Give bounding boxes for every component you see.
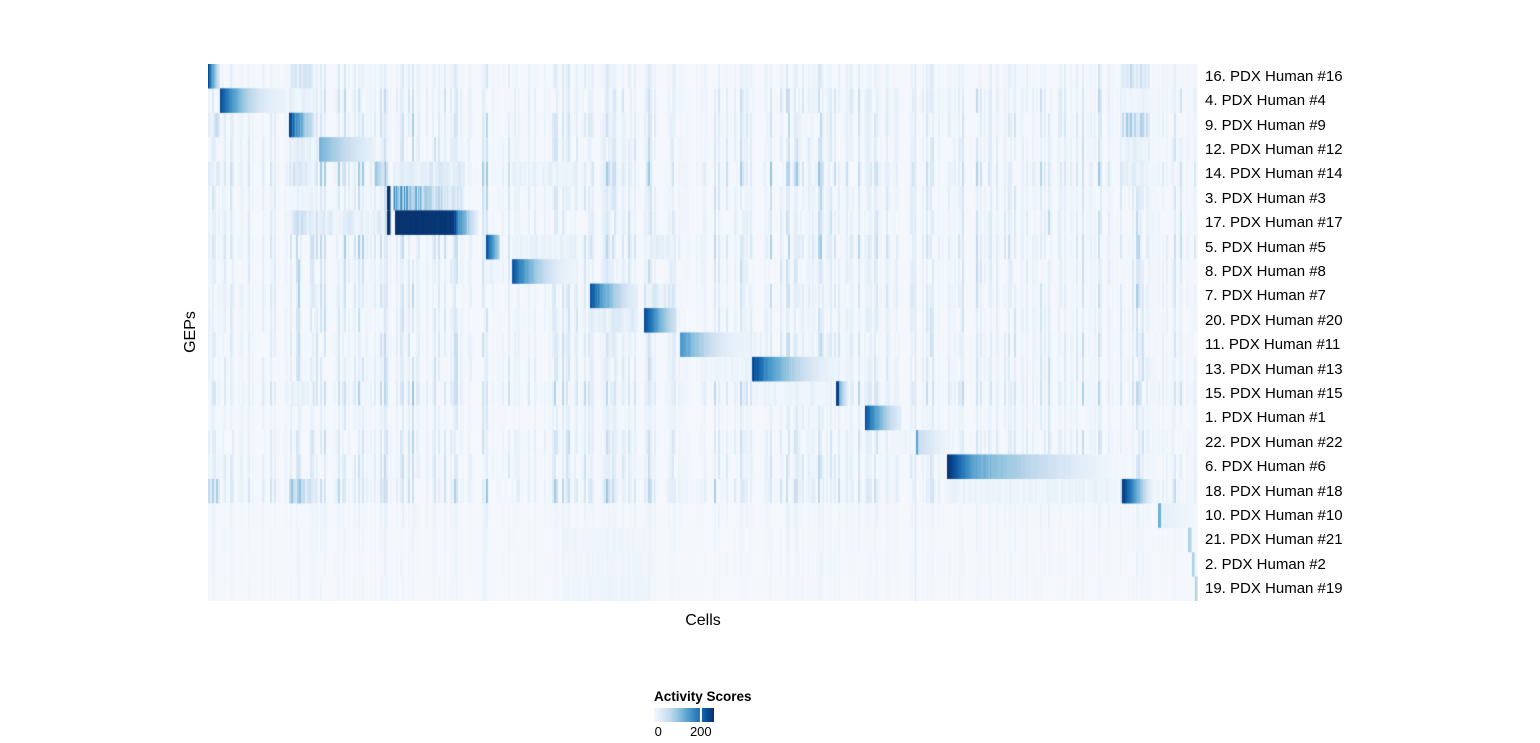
- row-label: 10. PDX Human #10: [1205, 507, 1343, 525]
- row-labels-container: 16. PDX Human #16 4. PDX Human #4 9. PDX H…: [1205, 64, 1525, 601]
- row-label: 4. PDX Human #4: [1205, 92, 1326, 110]
- row-label: 13. PDX Human #13: [1205, 360, 1343, 378]
- y-axis-label: GEPs: [182, 311, 199, 353]
- row-label: 21. PDX Human #21: [1205, 531, 1343, 549]
- row-label: 17. PDX Human #17: [1205, 214, 1343, 232]
- legend-colorbar: [654, 708, 714, 722]
- legend-tick-label-max: 200: [689, 724, 712, 739]
- row-label: 20. PDX Human #20: [1205, 311, 1343, 329]
- legend-tick-marker: [699, 708, 702, 722]
- row-label: 7. PDX Human #7: [1205, 287, 1326, 305]
- legend-title: Activity Scores: [654, 689, 752, 704]
- row-label: 16. PDX Human #16: [1205, 67, 1343, 85]
- row-label: 14. PDX Human #14: [1205, 165, 1343, 183]
- x-axis-label: Cells: [685, 612, 721, 629]
- row-label: 5. PDX Human #5: [1205, 238, 1326, 256]
- row-label: 19. PDX Human #19: [1205, 580, 1343, 598]
- row-label: 1. PDX Human #1: [1205, 409, 1326, 427]
- legend-tick-labels: 0 200: [654, 724, 714, 740]
- row-label: 22. PDX Human #22: [1205, 433, 1343, 451]
- row-label: 6. PDX Human #6: [1205, 458, 1326, 476]
- heatmap-canvas: [208, 64, 1198, 601]
- legend-tick-label-min: 0: [654, 724, 662, 739]
- row-label: 9. PDX Human #9: [1205, 116, 1326, 134]
- row-label: 2. PDX Human #2: [1205, 555, 1326, 573]
- row-label: 15. PDX Human #15: [1205, 385, 1343, 403]
- row-label: 12. PDX Human #12: [1205, 140, 1343, 158]
- row-label: 8. PDX Human #8: [1205, 262, 1326, 280]
- legend: Activity Scores 0 200: [654, 689, 794, 740]
- row-label: 11. PDX Human #11: [1205, 336, 1341, 354]
- row-label: 18. PDX Human #18: [1205, 482, 1343, 500]
- row-label: 3. PDX Human #3: [1205, 189, 1326, 207]
